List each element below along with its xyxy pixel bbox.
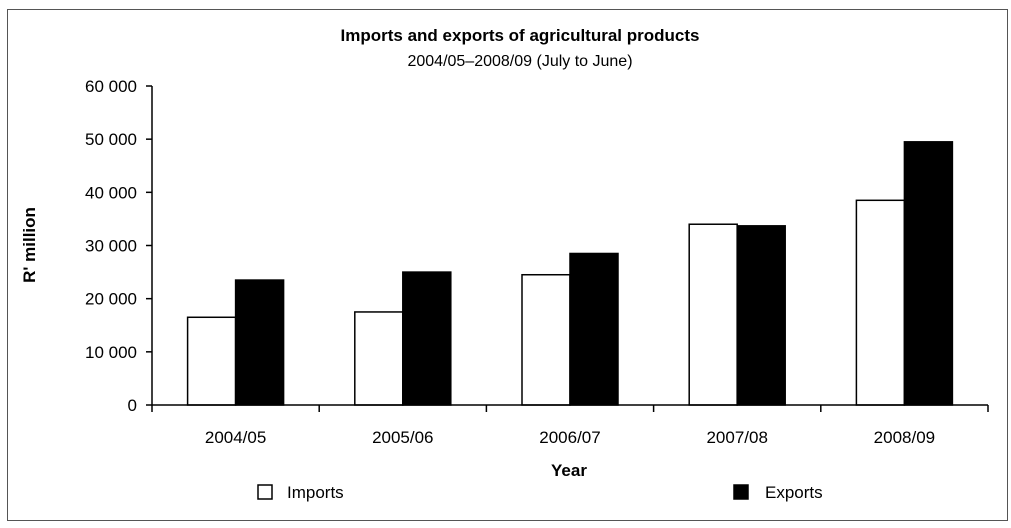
- y-tick-label: 0: [128, 396, 137, 415]
- x-tick-label: 2008/09: [874, 428, 935, 447]
- legend-swatch-imports: [257, 484, 273, 500]
- x-ticks-group: 2004/05 2005/06 2006/07 2007/08 2008/09: [151, 405, 989, 447]
- y-tick-label: 10 000: [85, 343, 137, 362]
- legend-label-imports: Imports: [287, 483, 344, 502]
- chart-subtitle: 2004/05–2008/09 (July to June): [407, 53, 632, 70]
- bar-exports-2006-07: [569, 252, 619, 406]
- bar-imports-2008-09: [855, 199, 906, 406]
- y-tick-label: 60 000: [85, 77, 137, 96]
- y-ticks-group: 0 10 000 20 000 30 000 40 000 50 000 60 000: [85, 77, 152, 415]
- y-tick-label: 40 000: [85, 183, 137, 202]
- legend-label-exports: Exports: [765, 483, 823, 502]
- chart-title: Imports and exports of agricultural prod…: [341, 26, 700, 45]
- bar-imports-2006-07: [521, 273, 571, 406]
- legend-swatch-exports: [733, 484, 749, 500]
- x-tick-label: 2004/05: [205, 428, 266, 447]
- chart-frame: [7, 9, 1008, 521]
- bars-group: [186, 141, 954, 406]
- y-axis-label: R' million: [20, 207, 39, 283]
- bar-imports-2004-05: [186, 316, 237, 406]
- y-tick-label: 50 000: [85, 130, 137, 149]
- bar-imports-2005-06: [354, 311, 404, 406]
- bar-exports-2007-08: [736, 225, 786, 406]
- bar-exports-2008-09: [903, 141, 954, 406]
- bar-imports-2007-08: [688, 223, 738, 406]
- y-tick-label: 30 000: [85, 237, 137, 256]
- x-tick-label: 2005/06: [372, 428, 433, 447]
- legend: Imports Exports: [257, 483, 823, 502]
- x-tick-label: 2007/08: [706, 428, 767, 447]
- bar-exports-2004-05: [234, 279, 285, 406]
- y-tick-label: 20 000: [85, 290, 137, 309]
- bar-exports-2005-06: [402, 271, 452, 406]
- x-axis-label: Year: [551, 461, 587, 480]
- x-tick-label: 2006/07: [539, 428, 600, 447]
